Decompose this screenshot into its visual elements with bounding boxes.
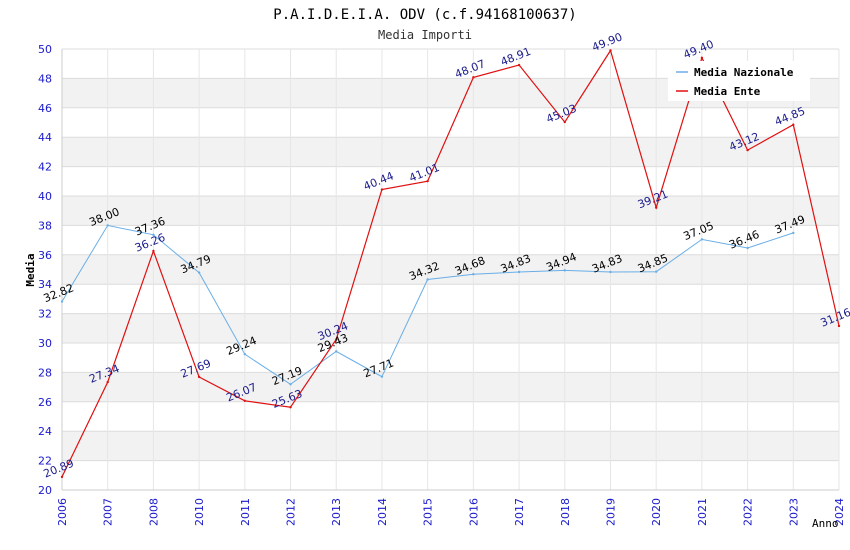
y-tick-label: 38 (38, 219, 52, 232)
data-point-media-ente (700, 56, 704, 60)
axes (61, 49, 839, 491)
legend-box (668, 61, 810, 101)
legend-label-media-ente: Media Ente (694, 85, 761, 98)
y-tick-label: 40 (38, 190, 52, 203)
x-tick-label: 2010 (193, 498, 206, 526)
y-tick-label: 50 (38, 43, 52, 56)
data-point-media-ente (517, 63, 521, 67)
data-point-media-ente (335, 338, 338, 341)
data-point-media-ente (563, 120, 566, 124)
x-tick-label: 2024 (833, 498, 846, 526)
data-point-media-nazionale (426, 278, 429, 281)
data-point-media-ente (426, 179, 429, 183)
y-tick-label: 48 (38, 72, 52, 85)
data-point-media-nazionale (152, 233, 155, 237)
data-point-media-nazionale (106, 224, 109, 227)
x-tick-label: 2015 (422, 498, 435, 526)
data-point-media-nazionale (289, 383, 292, 386)
x-tick-label: 2008 (147, 498, 160, 526)
x-axis-label: Anno (812, 517, 839, 530)
data-label-media-ente: 49.90 (590, 30, 624, 54)
data-point-media-nazionale (380, 375, 384, 378)
x-tick-label: 2022 (742, 498, 755, 526)
y-axis-label: Media (24, 253, 37, 286)
y-tick-label: 42 (38, 161, 52, 174)
data-point-media-ente (472, 76, 475, 79)
grid-bands (62, 78, 839, 461)
x-tick-label: 2020 (650, 498, 663, 526)
grid-band (62, 372, 839, 402)
data-point-media-ente (243, 399, 247, 402)
x-tick-label: 2016 (467, 498, 480, 526)
x-tick-label: 2018 (559, 498, 572, 526)
data-point-media-nazionale (700, 238, 704, 241)
x-tick-labels: 2006 2007 2008 2010 2011 2012 2013 2014 2015 2016… (56, 498, 846, 526)
data-point-media-nazionale (517, 270, 521, 274)
x-tick-label: 2019 (604, 498, 617, 526)
y-tick-label: 30 (38, 337, 52, 350)
legend-label-media-nazionale: Media Nazionale (694, 66, 794, 79)
data-point-media-ente (106, 380, 109, 384)
data-point-media-ente (792, 123, 795, 126)
grid-band (62, 313, 839, 343)
data-point-media-ente (654, 206, 658, 209)
y-tick-label: 22 (38, 455, 52, 468)
data-point-media-nazionale (243, 352, 247, 356)
data-point-media-ente (380, 188, 384, 191)
grid-band (62, 254, 839, 285)
data-label-media-ente: 40.44 (362, 169, 396, 193)
grid-band (62, 431, 839, 461)
y-tick-labels: 20 22 24 26 28 30 32 34 36 38 40 42 44 46 48 50 (38, 43, 52, 497)
data-point-media-ente (60, 475, 64, 479)
data-label-media-ente: 48.91 (499, 45, 533, 69)
data-point-media-ente (609, 49, 612, 52)
data-point-media-nazionale (792, 231, 795, 235)
legend: Media Nazionale Media Ente (668, 61, 810, 101)
chart-subtitle: Media Importi (378, 28, 472, 42)
x-tick-label: 2007 (102, 498, 115, 526)
y-tick-label: 34 (38, 278, 52, 291)
y-tick-label: 36 (38, 249, 52, 262)
data-point-media-ente (837, 324, 841, 328)
data-label-media-nazionale: 36.46 (727, 228, 761, 252)
y-tick-label: 20 (38, 484, 52, 497)
y-tick-label: 46 (38, 102, 52, 115)
data-point-media-nazionale (563, 269, 566, 272)
x-tick-label: 2014 (376, 498, 389, 526)
grid-band (62, 137, 839, 167)
y-tick-label: 44 (38, 131, 52, 144)
grid-lines (61, 48, 840, 491)
x-tick-label: 2023 (787, 498, 800, 526)
y-tick-label: 32 (38, 308, 52, 321)
y-tick-label: 28 (38, 366, 52, 379)
x-tick-label: 2013 (330, 498, 343, 526)
chart-title: P.A.I.D.E.I.A. ODV (c.f.94168100637) (273, 7, 576, 23)
data-point-media-ente (746, 148, 749, 152)
data-point-media-nazionale (746, 246, 749, 250)
data-label-media-ente: 48.07 (453, 57, 487, 81)
data-point-media-nazionale (609, 270, 612, 274)
y-tick-label: 26 (38, 396, 52, 409)
data-label-media-ente: 49.40 (682, 38, 716, 62)
data-point-media-nazionale (335, 350, 338, 353)
data-point-media-nazionale (197, 271, 201, 274)
data-point-media-nazionale (60, 300, 64, 303)
data-point-media-nazionale (472, 273, 475, 276)
x-tick-label: 2017 (513, 498, 526, 526)
data-point-media-ente (289, 406, 292, 409)
x-tick-label: 2021 (696, 498, 709, 526)
data-point-media-ente (152, 249, 155, 253)
data-point-media-nazionale (654, 270, 658, 273)
x-tick-label: 2011 (239, 498, 252, 526)
x-tick-label: 2006 (56, 498, 69, 526)
y-tick-label: 24 (38, 425, 52, 438)
grid-band (62, 196, 839, 226)
x-tick-label: 2012 (285, 498, 298, 526)
data-point-media-ente (197, 375, 201, 379)
